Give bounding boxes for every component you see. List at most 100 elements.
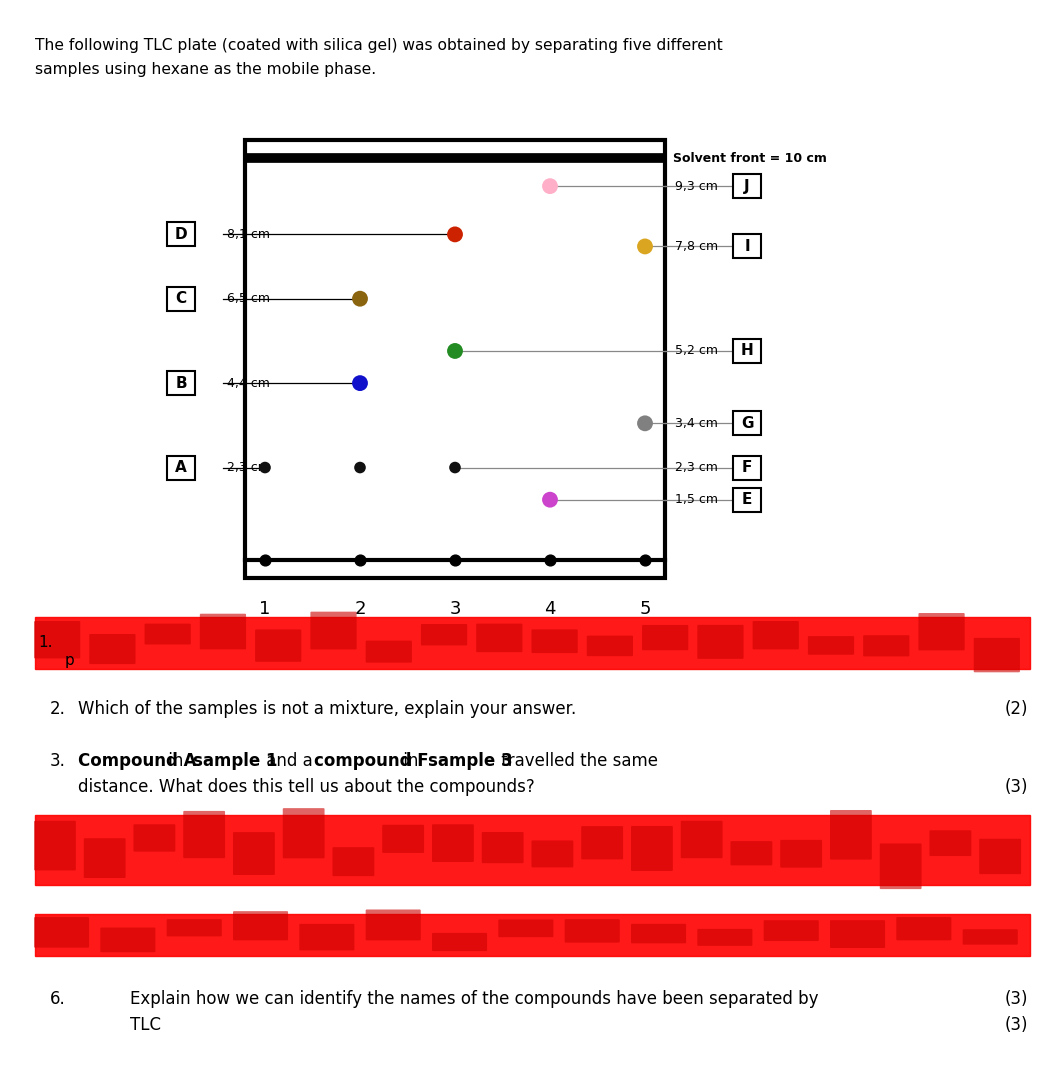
FancyBboxPatch shape — [421, 624, 467, 646]
FancyBboxPatch shape — [587, 636, 632, 656]
FancyBboxPatch shape — [763, 920, 819, 941]
Text: compound F: compound F — [314, 752, 428, 770]
FancyBboxPatch shape — [255, 630, 301, 662]
FancyBboxPatch shape — [100, 928, 155, 952]
FancyBboxPatch shape — [383, 825, 424, 853]
Point — [541, 552, 558, 569]
Text: 3,4 cm: 3,4 cm — [675, 417, 718, 430]
Text: p: p — [65, 653, 74, 668]
Text: 5: 5 — [639, 600, 651, 618]
Text: J: J — [744, 179, 749, 193]
FancyBboxPatch shape — [974, 638, 1019, 672]
Text: 2,3 cm: 2,3 cm — [675, 461, 718, 474]
FancyBboxPatch shape — [432, 824, 474, 862]
Point — [541, 491, 558, 508]
Point — [637, 415, 654, 432]
FancyBboxPatch shape — [753, 621, 798, 649]
FancyBboxPatch shape — [366, 640, 411, 663]
FancyBboxPatch shape — [780, 840, 822, 868]
Text: TLC: TLC — [130, 1016, 161, 1034]
FancyBboxPatch shape — [808, 636, 854, 654]
FancyBboxPatch shape — [134, 824, 175, 852]
Point — [637, 552, 654, 569]
FancyBboxPatch shape — [34, 621, 80, 659]
Point — [637, 238, 654, 255]
FancyBboxPatch shape — [167, 919, 222, 936]
FancyBboxPatch shape — [200, 614, 246, 649]
FancyBboxPatch shape — [642, 625, 688, 650]
Text: H: H — [741, 343, 754, 358]
Point — [256, 552, 273, 569]
Text: 6.: 6. — [50, 990, 66, 1008]
Point — [352, 374, 369, 391]
FancyBboxPatch shape — [482, 832, 524, 863]
FancyBboxPatch shape — [733, 174, 761, 198]
FancyBboxPatch shape — [963, 929, 1017, 945]
Text: (3): (3) — [1005, 1016, 1028, 1034]
FancyBboxPatch shape — [581, 826, 623, 859]
Text: C: C — [175, 291, 187, 306]
FancyBboxPatch shape — [233, 911, 288, 941]
FancyBboxPatch shape — [34, 917, 89, 947]
FancyBboxPatch shape — [167, 222, 195, 246]
Point — [352, 459, 369, 476]
Point — [256, 459, 273, 476]
Text: 8,1 cm: 8,1 cm — [227, 228, 270, 241]
FancyBboxPatch shape — [532, 840, 573, 867]
Point — [446, 459, 463, 476]
FancyBboxPatch shape — [733, 234, 761, 259]
Text: and a: and a — [261, 752, 318, 770]
FancyBboxPatch shape — [34, 821, 75, 870]
FancyBboxPatch shape — [697, 929, 753, 946]
Text: G: G — [741, 416, 754, 431]
FancyBboxPatch shape — [476, 623, 522, 652]
FancyBboxPatch shape — [880, 843, 922, 889]
FancyBboxPatch shape — [233, 832, 275, 874]
FancyBboxPatch shape — [680, 821, 723, 858]
FancyBboxPatch shape — [183, 811, 225, 858]
FancyBboxPatch shape — [929, 831, 972, 856]
Text: 9,3 cm: 9,3 cm — [675, 180, 718, 192]
FancyBboxPatch shape — [697, 625, 743, 659]
FancyBboxPatch shape — [532, 630, 577, 653]
Text: D: D — [174, 227, 187, 242]
Text: 2,3 cm: 2,3 cm — [227, 461, 270, 474]
Text: 4: 4 — [544, 600, 556, 618]
Text: distance. What does this tell us about the compounds?: distance. What does this tell us about t… — [78, 778, 535, 796]
Text: 1,5 cm: 1,5 cm — [675, 493, 718, 507]
FancyBboxPatch shape — [145, 623, 190, 645]
Text: 2: 2 — [354, 600, 366, 618]
Text: (2): (2) — [1005, 700, 1028, 718]
Text: 4,4 cm: 4,4 cm — [227, 376, 270, 389]
Text: travelled the same: travelled the same — [496, 752, 658, 770]
Text: F: F — [742, 460, 753, 475]
FancyBboxPatch shape — [333, 847, 374, 877]
Text: 1: 1 — [259, 600, 271, 618]
Bar — [35, 617, 1030, 669]
FancyBboxPatch shape — [918, 613, 964, 650]
FancyBboxPatch shape — [283, 808, 324, 858]
Text: 1.: 1. — [38, 635, 52, 650]
Text: in: in — [163, 752, 188, 770]
FancyBboxPatch shape — [979, 839, 1022, 874]
Text: in: in — [399, 752, 424, 770]
Text: 2.: 2. — [50, 700, 66, 718]
Point — [446, 342, 463, 359]
Bar — [35, 815, 1030, 885]
Text: 3: 3 — [450, 600, 460, 618]
Text: Compound A: Compound A — [78, 752, 197, 770]
Text: I: I — [744, 239, 749, 254]
FancyBboxPatch shape — [300, 924, 354, 950]
Point — [541, 177, 558, 195]
FancyBboxPatch shape — [863, 635, 909, 656]
Point — [352, 552, 369, 569]
FancyBboxPatch shape — [167, 286, 195, 311]
Bar — [244, 140, 665, 578]
FancyBboxPatch shape — [432, 933, 487, 951]
FancyBboxPatch shape — [733, 487, 761, 512]
Text: 6,5 cm: 6,5 cm — [227, 292, 270, 306]
FancyBboxPatch shape — [89, 634, 135, 664]
FancyBboxPatch shape — [84, 838, 125, 878]
Text: 5,2 cm: 5,2 cm — [675, 344, 718, 357]
FancyBboxPatch shape — [499, 919, 554, 938]
